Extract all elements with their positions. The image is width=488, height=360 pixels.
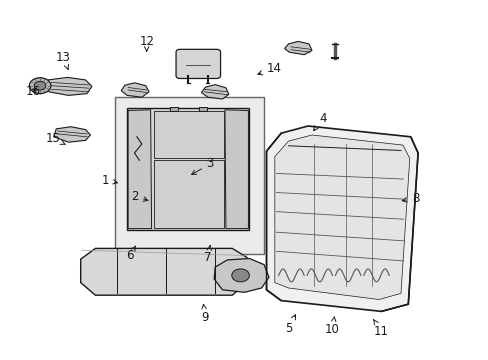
- Text: 14: 14: [257, 62, 281, 75]
- Polygon shape: [266, 126, 417, 311]
- Polygon shape: [274, 135, 409, 300]
- Text: 3: 3: [191, 157, 214, 175]
- Text: 2: 2: [130, 190, 147, 203]
- Polygon shape: [153, 160, 224, 228]
- Text: 11: 11: [373, 320, 388, 338]
- Polygon shape: [153, 111, 224, 158]
- Polygon shape: [121, 83, 149, 97]
- Circle shape: [231, 269, 249, 282]
- Text: 15: 15: [45, 132, 65, 145]
- Bar: [115, 97, 264, 254]
- Text: 8: 8: [402, 192, 419, 204]
- Circle shape: [29, 78, 51, 94]
- Bar: [169, 107, 177, 111]
- Polygon shape: [128, 110, 151, 229]
- Text: 13: 13: [56, 51, 71, 69]
- FancyBboxPatch shape: [176, 49, 220, 78]
- Polygon shape: [54, 127, 90, 142]
- Polygon shape: [224, 110, 248, 229]
- Text: 4: 4: [313, 112, 326, 131]
- Polygon shape: [81, 248, 246, 295]
- Text: 1: 1: [101, 174, 117, 186]
- Polygon shape: [214, 258, 268, 292]
- Text: 7: 7: [203, 245, 211, 264]
- Polygon shape: [284, 41, 311, 55]
- Bar: [199, 107, 206, 111]
- Polygon shape: [127, 108, 249, 230]
- Text: 9: 9: [201, 305, 209, 324]
- Circle shape: [34, 81, 46, 90]
- Text: 12: 12: [139, 35, 154, 51]
- Text: 5: 5: [284, 315, 295, 335]
- Text: 10: 10: [325, 317, 339, 336]
- Polygon shape: [48, 77, 92, 95]
- Text: 6: 6: [125, 246, 135, 262]
- Polygon shape: [201, 85, 228, 99]
- Text: 16: 16: [26, 85, 41, 98]
